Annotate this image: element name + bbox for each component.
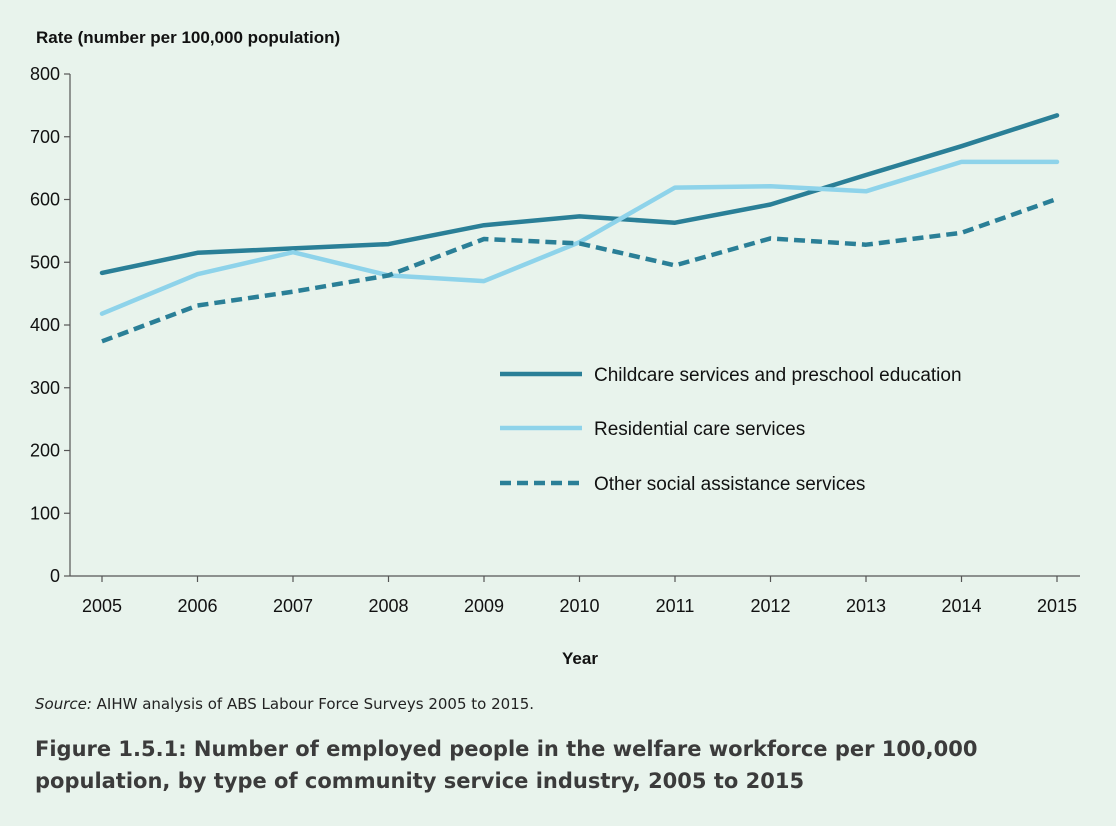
line-chart: Rate (number per 100,000 population) 0 10… bbox=[0, 0, 1116, 680]
source-note: Source: AIHW analysis of ABS Labour Forc… bbox=[35, 695, 534, 713]
series-layer bbox=[102, 115, 1057, 341]
x-axis-label: Year bbox=[562, 649, 598, 668]
y-tick-label: 700 bbox=[30, 127, 60, 147]
y-tick-label: 400 bbox=[30, 315, 60, 335]
x-tick-label: 2006 bbox=[177, 596, 217, 616]
y-tick-label: 100 bbox=[30, 503, 60, 523]
y-tick-label: 600 bbox=[30, 190, 60, 210]
y-tick-label: 800 bbox=[30, 64, 60, 84]
x-tick-label: 2008 bbox=[368, 596, 408, 616]
x-tick-label: 2014 bbox=[941, 596, 981, 616]
y-tick-label: 500 bbox=[30, 252, 60, 272]
x-tick-label: 2013 bbox=[846, 596, 886, 616]
x-tick-label: 2005 bbox=[82, 596, 122, 616]
x-tick-label: 2012 bbox=[750, 596, 790, 616]
y-axis: 0 100 200 300 400 500 600 700 800 bbox=[30, 64, 70, 586]
series-line-1 bbox=[102, 115, 1057, 273]
y-tick-label: 200 bbox=[30, 441, 60, 461]
y-axis-label: Rate (number per 100,000 population) bbox=[36, 28, 340, 47]
x-tick-label: 2007 bbox=[273, 596, 313, 616]
figure-caption: Figure 1.5.1: Number of employed people … bbox=[35, 733, 1085, 797]
x-tick-label: 2010 bbox=[559, 596, 599, 616]
x-axis: 2005 2006 2007 2008 2009 2010 2011 2012 2013 2014… bbox=[70, 576, 1080, 616]
y-tick-label: 300 bbox=[30, 378, 60, 398]
series-line-3 bbox=[102, 199, 1057, 341]
x-tick-label: 2009 bbox=[464, 596, 504, 616]
source-text: AIHW analysis of ABS Labour Force Survey… bbox=[92, 695, 534, 713]
legend: Childcare services and preschool educati… bbox=[500, 365, 962, 495]
legend-label-2: Residential care services bbox=[594, 419, 805, 440]
y-tick-label: 0 bbox=[50, 566, 60, 586]
legend-label-1: Childcare services and preschool educati… bbox=[594, 365, 962, 386]
source-prefix: Source: bbox=[35, 695, 92, 713]
x-tick-label: 2015 bbox=[1037, 596, 1077, 616]
x-tick-label: 2011 bbox=[656, 596, 695, 616]
legend-label-3: Other social assistance services bbox=[594, 474, 865, 495]
